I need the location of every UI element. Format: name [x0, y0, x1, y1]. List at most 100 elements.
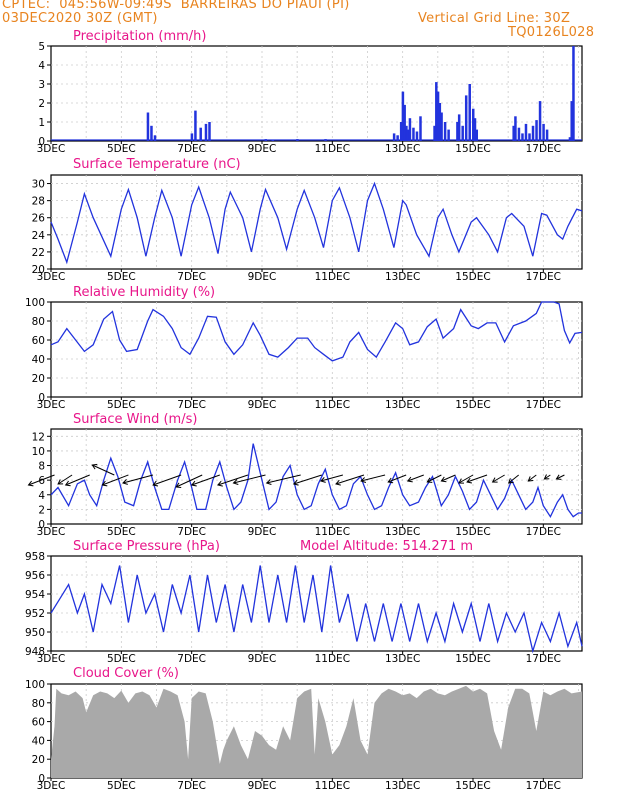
panel-1-bar	[194, 110, 197, 141]
panel-3-ytick-label: 60	[32, 335, 45, 347]
panel-3-ytick-label: 20	[32, 373, 45, 385]
panel-1-bar	[443, 122, 447, 141]
panel-3-xtick-label: 13DEC	[385, 399, 420, 411]
panel-4-wind-vector	[217, 474, 249, 486]
panel-5-ytick-label: 958	[25, 551, 45, 563]
panel-4-wind-vector	[544, 474, 551, 480]
panel-1-bar	[517, 127, 521, 141]
panel-4-wind-arrowhead	[232, 479, 239, 485]
panel-1-bar	[464, 95, 468, 141]
panel-3-ytick-label: 80	[32, 316, 45, 328]
panel-4-xtick-label: 15DEC	[455, 526, 490, 538]
panel-4-wind-arrowhead	[360, 477, 367, 483]
panel-3-series-line	[50, 301, 583, 362]
panel-3-xtick-label: 3DEC	[37, 399, 66, 411]
panel-6-cloud-area	[51, 685, 582, 778]
panel-4-wind-vector	[176, 474, 203, 488]
panel-4-wind-arrowhead	[387, 477, 394, 484]
panel-4-xtick-label: 13DEC	[385, 526, 420, 538]
header-grid-note: Vertical Grid Line: 30Z	[418, 11, 571, 26]
panel-4-xtick-label: 11DEC	[315, 526, 350, 538]
panel-2-ytick-label: 30	[32, 179, 45, 191]
panel-2-xtick-label: 5DEC	[107, 271, 136, 283]
panel-1-bar	[403, 104, 406, 141]
panel-1-bar	[399, 122, 403, 141]
panel-1-bar	[440, 112, 443, 141]
panel-1-bar	[570, 101, 573, 141]
panel-3-ytick-label: 100	[25, 297, 45, 309]
panel-1-ytick-label: 2	[38, 98, 45, 110]
panel-1-xtick-label: 17DEC	[526, 143, 561, 155]
panel-4-wind-vector	[293, 474, 322, 485]
panel-1-bar	[572, 46, 575, 141]
panel-4-wind-vector	[492, 474, 505, 483]
panel-4-wind-arrowhead	[335, 479, 341, 486]
panel-4-wind-vector	[387, 474, 407, 483]
panel-6-ytick-label: 80	[32, 698, 45, 710]
panel-5-xtick-label: 9DEC	[248, 653, 277, 665]
panel-1-ytick-label: 3	[38, 79, 45, 91]
panel-1-bar	[150, 125, 153, 141]
header-run-id: TQ0126L028	[508, 25, 595, 40]
panel-1-bar	[468, 84, 471, 141]
panel-5-title: Surface Pressure (hPa)	[73, 539, 220, 554]
panel-2-xtick-label: 9DEC	[248, 271, 277, 283]
panel-2-xtick-label: 17DEC	[526, 271, 561, 283]
panel-6-xtick-label: 11DEC	[315, 780, 350, 792]
panel-1-bar	[524, 123, 528, 141]
panel-3-xtick-label: 7DEC	[177, 399, 206, 411]
panel-4-wind-vector	[466, 474, 488, 483]
panel-1-bar	[204, 123, 208, 141]
panel-4-wind-arrowhead	[190, 480, 197, 487]
panel-2-xtick-label: 13DEC	[385, 271, 420, 283]
panel-5-xtick-label: 3DEC	[37, 653, 66, 665]
panel-2-ytick-label: 24	[32, 230, 46, 242]
panel-1-title: Precipitation (mm/h)	[73, 29, 206, 44]
panel-1-ytick-label: 0	[38, 136, 45, 148]
panel-2-ytick-label: 22	[32, 247, 45, 259]
panel-4-wind-vector	[556, 474, 565, 480]
panel-1-ytick-label: 1	[38, 117, 45, 129]
panel-4-xtick-label: 9DEC	[248, 526, 277, 538]
panel-4-wind-vector	[122, 474, 154, 484]
panel-5-ytick-label: 952	[25, 608, 45, 620]
panel-4-wind-arrowhead	[57, 479, 64, 485]
panel-1-bar	[199, 127, 202, 141]
panel-4-wind-vector	[407, 474, 424, 482]
panel-4-wind-arrowhead	[64, 480, 71, 487]
panel-1-bar	[538, 101, 542, 141]
panel-3-xtick-label: 11DEC	[315, 399, 350, 411]
panel-1-xtick-label: 3DEC	[37, 143, 66, 155]
panel-5-xtick-label: 17DEC	[526, 653, 561, 665]
panel-1-bar	[471, 108, 475, 141]
panel-1-bar	[415, 131, 419, 141]
panel-3-title: Relative Humidity (%)	[73, 285, 215, 300]
panel-5-xtick-label: 11DEC	[315, 653, 350, 665]
panel-1-xtick-label: 9DEC	[248, 143, 277, 155]
panel-1-ytick-label: 5	[38, 41, 45, 53]
panel-2-ytick-label: 26	[32, 213, 46, 225]
panel-1-xtick-label: 15DEC	[455, 143, 490, 155]
panel-1-bar	[408, 118, 412, 141]
panel-4-wind-arrowhead	[91, 463, 98, 470]
panel-4-wind-vector	[320, 474, 344, 482]
panel-6-xtick-label: 7DEC	[177, 780, 206, 792]
panel-1-bar	[153, 135, 157, 141]
panel-5-xtick-label: 5DEC	[107, 653, 136, 665]
panel-2-xtick-label: 7DEC	[177, 271, 206, 283]
panel-1-frame	[50, 45, 583, 142]
panel-3-xtick-label: 9DEC	[248, 399, 277, 411]
panel-4-wind-vector	[152, 474, 182, 486]
panel-6-xtick-label: 9DEC	[248, 780, 277, 792]
panel-4-wind-vector	[441, 474, 456, 482]
panel-4-wind-vector	[28, 474, 55, 486]
panel-4-wind-vector	[266, 474, 301, 484]
panel-5-model-altitude: Model Altitude: 514.271 m	[300, 539, 473, 554]
panel-4-wind-arrowhead	[175, 482, 182, 488]
panel-1-xtick-label: 13DEC	[385, 143, 420, 155]
panel-2-xtick-label: 3DEC	[37, 271, 66, 283]
panel-5-series-line	[50, 565, 583, 654]
panel-1-xtick-label: 5DEC	[107, 143, 136, 155]
panel-1-bar	[521, 133, 524, 141]
panel-4-wind-vector	[92, 464, 115, 476]
